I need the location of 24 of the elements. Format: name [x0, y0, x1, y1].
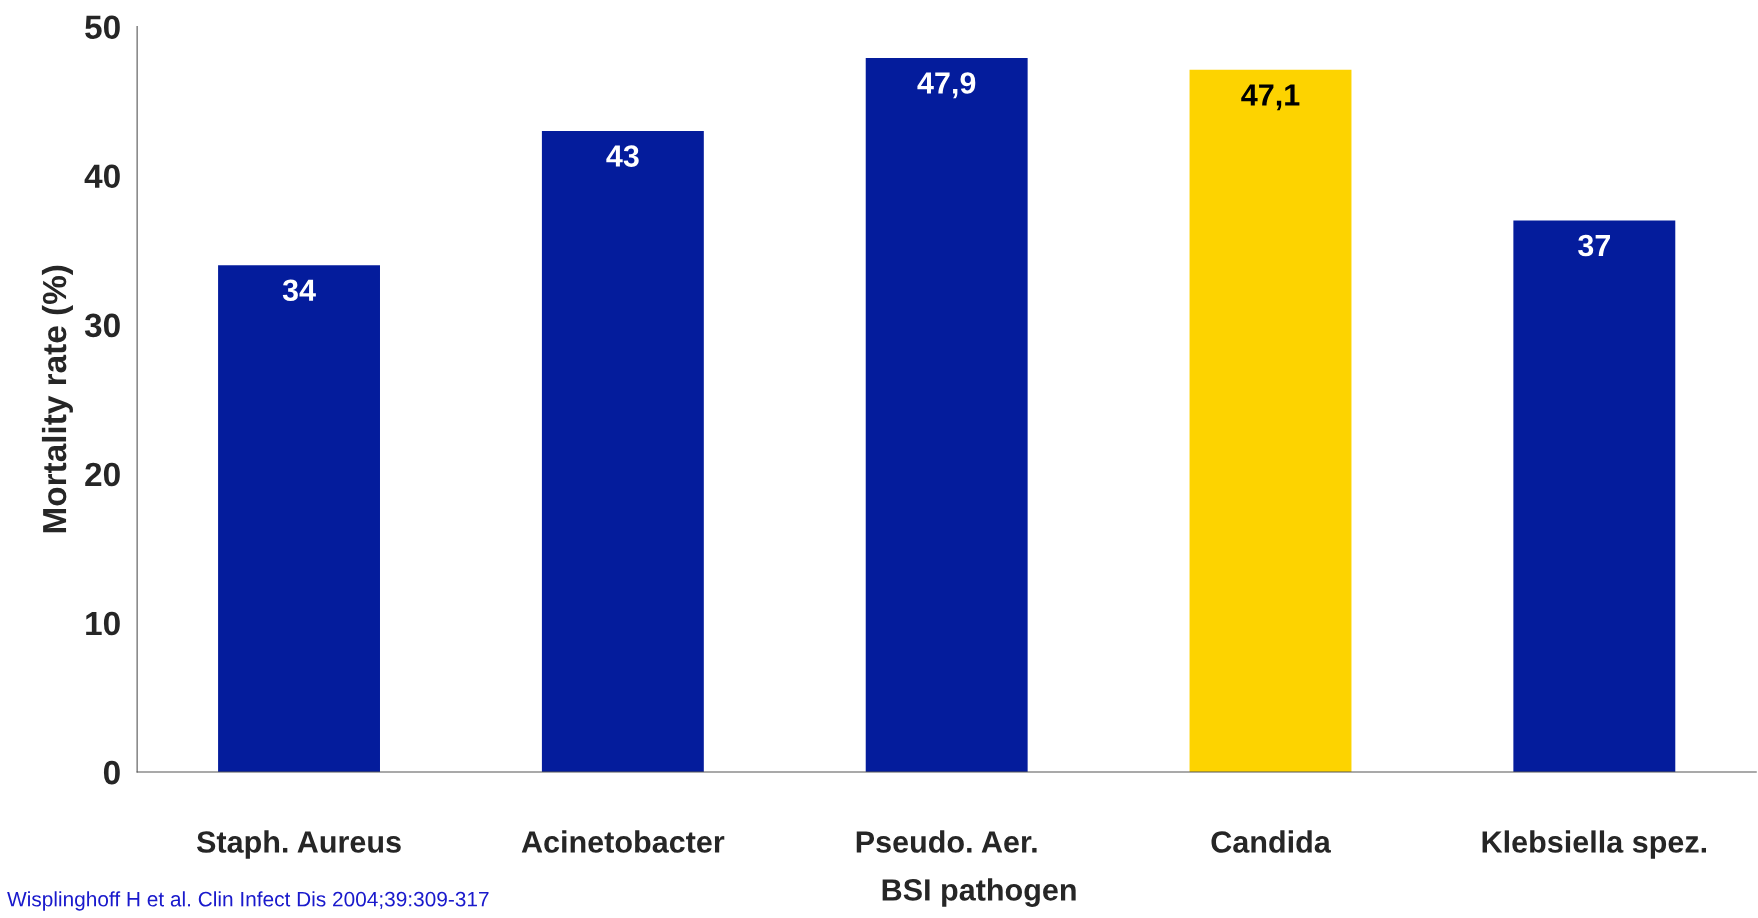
y-tick-label: 40 — [84, 164, 120, 189]
bar — [218, 265, 380, 773]
bar — [1513, 220, 1676, 773]
y-tick-label: 50 — [85, 15, 120, 40]
y-tick-label: 10 — [86, 611, 120, 636]
x-tick-label: Klebsiella spez. — [1482, 830, 1707, 859]
y-tick-label: 20 — [85, 462, 120, 487]
bar — [1189, 69, 1352, 773]
bar — [865, 57, 1028, 773]
data-label: 47,9 — [917, 72, 976, 99]
bar — [541, 130, 704, 773]
x-tick-label: Acinetobacter — [521, 830, 725, 853]
x-tick-label: Pseudo. Aer. — [856, 830, 1037, 853]
data-label: 34 — [282, 279, 316, 302]
y-tick-label: 0 — [103, 760, 120, 785]
data-label: 37 — [1578, 234, 1610, 257]
y-axis-title: Mortality rate (%) — [41, 265, 73, 533]
text: Wisplinghoff H et al. Clin Infect Dis 2004;39:309-317 — [7, 891, 489, 911]
data-label: 47,1 — [1241, 84, 1300, 111]
y-tick-label: 30 — [84, 313, 120, 338]
x-tick-label: Staph. Aureus — [196, 830, 401, 859]
x-tick-label: Candida — [1211, 830, 1331, 853]
data-label: 43 — [606, 145, 639, 167]
x-axis-title: BSI pathogen — [882, 878, 1076, 907]
